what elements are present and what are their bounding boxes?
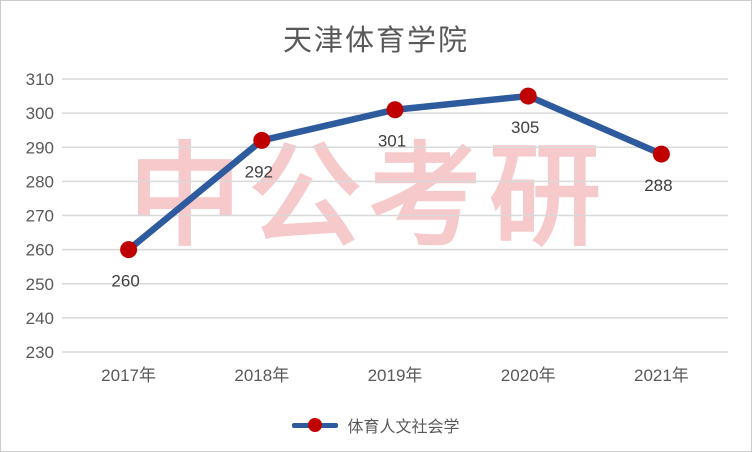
data-point-label: 288 [644,176,672,195]
data-point-label: 301 [378,132,406,151]
x-tick-label: 2021年 [634,366,689,385]
watermark-text: 中公考研 [129,134,609,259]
data-point-marker [253,131,271,149]
x-tick-label: 2018年 [234,366,289,385]
series-line [125,92,665,253]
data-point-label: 260 [111,272,139,291]
data-point-label: 305 [511,118,539,137]
x-tick-label: 2020年 [501,366,556,385]
x-tick-label: 2019年 [368,366,423,385]
data-point-marker [386,101,404,119]
y-tick-label: 250 [26,275,54,294]
data-point-marker [652,145,670,163]
y-tick-label: 260 [26,241,54,260]
data-point-label: 292 [245,162,273,181]
legend-dot-icon [308,418,323,432]
y-tick-label: 290 [26,138,54,157]
y-tick-label: 300 [26,104,54,123]
legend-series-label: 体育人文社会学 [347,419,460,436]
y-tick-label: 310 [26,70,54,89]
y-tick-label: 230 [26,343,54,362]
y-tick-label: 240 [26,309,54,328]
chart-title: 天津体育学院 [282,25,469,57]
x-tick-label: 2017年 [101,366,156,385]
y-tick-label: 280 [26,172,54,191]
y-tick-label: 270 [26,207,54,226]
legend: 体育人文社会学 [1,413,751,437]
data-point-marker [120,241,138,259]
data-point-marker [519,87,537,105]
legend-line-marker-icon [292,418,339,432]
